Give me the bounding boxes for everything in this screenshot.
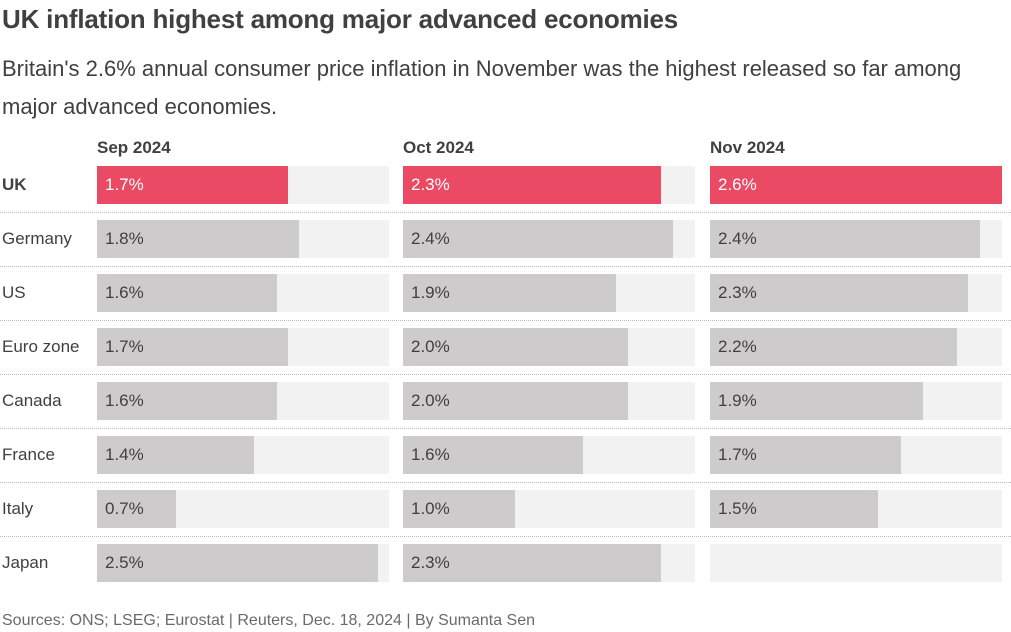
bar-canada-sep-2024 (97, 382, 277, 420)
column-header-nov-2024: Nov 2024 (710, 138, 785, 157)
column-header-oct-2024: Oct 2024 (403, 138, 474, 157)
row-divider (0, 320, 1011, 321)
bar-track-uk-sep-2024: 1.7% (97, 166, 389, 204)
row-label-canada: Canada (2, 391, 62, 410)
row-label-italy: Italy (2, 499, 34, 518)
bar-germany-sep-2024 (97, 220, 299, 258)
row-divider (0, 428, 1011, 429)
bar-value-label: 2.3% (411, 175, 450, 194)
bar-france-sep-2024 (97, 436, 254, 474)
bar-track-uk-oct-2024: 2.3% (403, 166, 695, 204)
bar-value-label: 1.9% (718, 391, 757, 410)
bar-value-label: 2.4% (411, 229, 450, 248)
bar-track-euro-zone-sep-2024: 1.7% (97, 328, 389, 366)
chart-title: UK inflation highest among major advance… (2, 4, 679, 34)
bar-value-label: 1.7% (105, 175, 144, 194)
bar-value-label: 1.8% (105, 229, 144, 248)
bar-value-label: 1.6% (105, 391, 144, 410)
bar-value-label: 2.4% (718, 229, 757, 248)
bar-track-canada-oct-2024: 2.0% (403, 382, 695, 420)
bar-value-label: 2.2% (718, 337, 757, 356)
bar-value-label: 2.5% (105, 553, 144, 572)
bar-track-us-sep-2024: 1.6% (97, 274, 389, 312)
bar-track-canada-nov-2024: 1.9% (710, 382, 1002, 420)
bar-track-uk-nov-2024: 2.6% (710, 166, 1002, 204)
bar-uk-oct-2024 (403, 166, 661, 204)
row-label-us: US (2, 283, 26, 302)
bar-italy-nov-2024 (710, 490, 878, 528)
bar-value-label: 2.6% (718, 175, 757, 194)
bar-value-label: 1.6% (105, 283, 144, 302)
bar-track-italy-oct-2024: 1.0% (403, 490, 695, 528)
row-divider (0, 482, 1011, 483)
bar-germany-oct-2024 (403, 220, 673, 258)
row-label-germany: Germany (2, 229, 72, 248)
bar-france-nov-2024 (710, 436, 901, 474)
bar-germany-nov-2024 (710, 220, 980, 258)
bar-track-euro-zone-oct-2024: 2.0% (403, 328, 695, 366)
bar-italy-oct-2024 (403, 490, 515, 528)
bar-value-label: 2.3% (411, 553, 450, 572)
bar-value-label: 0.7% (105, 499, 144, 518)
bar-us-nov-2024 (710, 274, 968, 312)
row-divider (0, 266, 1011, 267)
row-divider (0, 374, 1011, 375)
row-divider (0, 212, 1011, 213)
bar-canada-nov-2024 (710, 382, 923, 420)
row-label-euro-zone: Euro zone (2, 337, 80, 356)
bar-track-germany-oct-2024: 2.4% (403, 220, 695, 258)
bar-value-label: 1.7% (105, 337, 144, 356)
bar-track-japan-sep-2024: 2.5% (97, 544, 389, 582)
bar-value-label: 1.6% (411, 445, 450, 464)
bar-track-canada-sep-2024: 1.6% (97, 382, 389, 420)
bar-value-label: 1.9% (411, 283, 450, 302)
bar-track-italy-nov-2024: 1.5% (710, 490, 1002, 528)
bar-us-sep-2024 (97, 274, 277, 312)
row-label-france: France (2, 445, 55, 464)
bar-uk-nov-2024 (710, 166, 1002, 204)
bar-france-oct-2024 (403, 436, 583, 474)
bar-track-france-sep-2024: 1.4% (97, 436, 389, 474)
bar-value-label: 1.5% (718, 499, 757, 518)
bar-track-germany-nov-2024: 2.4% (710, 220, 1002, 258)
column-header-sep-2024: Sep 2024 (97, 138, 171, 157)
chart-subtitle: Britain's 2.6% annual consumer price inf… (2, 56, 962, 119)
row-label-japan: Japan (2, 553, 49, 572)
bar-track-us-oct-2024: 1.9% (403, 274, 695, 312)
bar-value-label: 1.4% (105, 445, 144, 464)
bar-value-label: 2.0% (411, 391, 450, 410)
bar-track-japan-oct-2024: 2.3% (403, 544, 695, 582)
bar-track-germany-sep-2024: 1.8% (97, 220, 389, 258)
bar-italy-sep-2024 (97, 490, 176, 528)
bar-track-italy-sep-2024: 0.7% (97, 490, 389, 528)
bar-japan-oct-2024 (403, 544, 661, 582)
bar-us-oct-2024 (403, 274, 616, 312)
bar-value-label: 2.0% (411, 337, 450, 356)
bar-track-euro-zone-nov-2024: 2.2% (710, 328, 1002, 366)
bar-uk-sep-2024 (97, 166, 288, 204)
bar-canada-oct-2024 (403, 382, 628, 420)
bar-track-japan-nov-2024 (710, 544, 1002, 582)
bar-euro-zone-sep-2024 (97, 328, 288, 366)
bar-euro-zone-nov-2024 (710, 328, 957, 366)
bar-japan-sep-2024 (97, 544, 378, 582)
row-label-uk: UK (2, 175, 27, 194)
bar-value-label: 2.3% (718, 283, 757, 302)
source-note: Sources: ONS; LSEG; Eurostat | Reuters, … (2, 612, 536, 629)
bar-value-label: 1.0% (411, 499, 450, 518)
bar-euro-zone-oct-2024 (403, 328, 628, 366)
bar-track-france-oct-2024: 1.6% (403, 436, 695, 474)
bar-value-label: 1.7% (718, 445, 757, 464)
bar-track-france-nov-2024: 1.7% (710, 436, 1002, 474)
row-divider (0, 536, 1011, 537)
bar-track-us-nov-2024: 2.3% (710, 274, 1002, 312)
